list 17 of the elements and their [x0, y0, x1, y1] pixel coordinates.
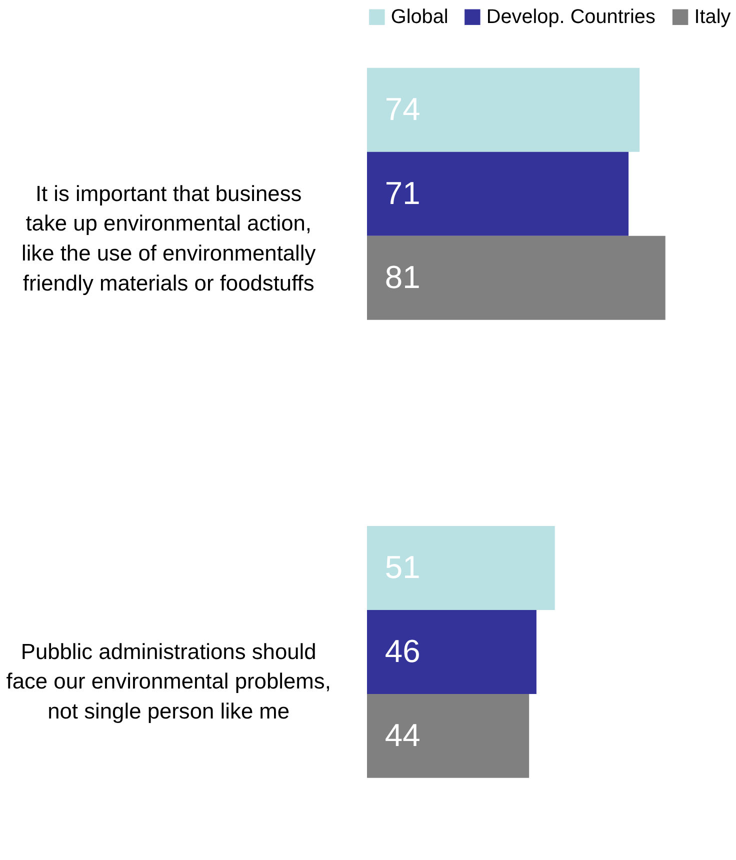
bar: [367, 236, 666, 320]
legend-label: Global: [390, 6, 448, 28]
legend-label: Italy: [694, 6, 731, 28]
data-label: 81: [384, 258, 420, 295]
bar: [367, 610, 536, 694]
bar: [367, 694, 530, 778]
y-tick-label: Pubblic administrations should face our environmental problems, not single person like me: [6, 638, 331, 724]
bar: [367, 152, 629, 236]
data-label: 74: [384, 90, 420, 127]
data-label: 46: [384, 632, 420, 669]
bar: [367, 68, 640, 152]
data-label: 44: [384, 716, 420, 753]
data-label: 51: [384, 548, 420, 585]
data-label: 71: [384, 174, 420, 211]
bar: [367, 526, 555, 610]
legend-label: Develop. Countries: [486, 6, 656, 28]
y-tick-label: It is important that business take up environmental action, like the use of environmentally friendly materials or foodstuffs: [21, 180, 316, 296]
